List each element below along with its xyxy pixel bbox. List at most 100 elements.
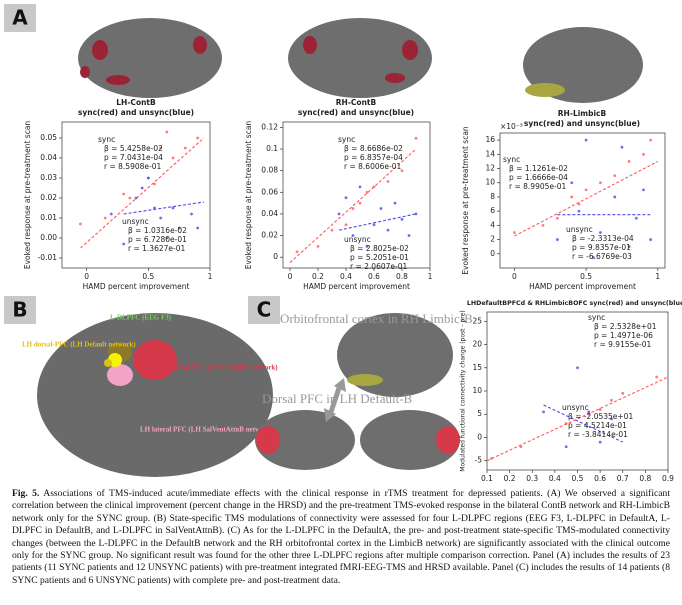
scatter-point: [610, 417, 613, 421]
stat-text: r = 8.5908e-01: [104, 162, 161, 171]
region-label: Orbitofrontal cortex in RH Limbic-B: [280, 311, 473, 326]
scatter-point: [109, 212, 113, 216]
y-tick-label: 14: [485, 149, 495, 158]
x-tick-label: 0.9: [662, 474, 674, 483]
scatter-point: [165, 130, 169, 134]
brain-lh: [78, 18, 222, 98]
scatter-point: [177, 226, 181, 230]
x-tick-label: 0.3: [526, 474, 538, 483]
y-tick-label: 0.04: [261, 209, 278, 218]
chart-title: LHDefaultBPFCd & RHLimbicBOFC sync(red) …: [467, 300, 682, 307]
x-tick-label: 0.8: [396, 272, 408, 281]
scatter-point: [122, 242, 126, 246]
y-axis-label: Evoked response at pre-treatment scan: [23, 121, 32, 270]
series-label: unsync: [344, 235, 371, 244]
scatter-point: [621, 391, 625, 395]
x-tick-label: 1: [655, 272, 660, 281]
chart-title: RH-LimbicB: [558, 109, 607, 118]
scatter-point: [642, 188, 645, 192]
x-tick-label: 0.8: [639, 474, 651, 483]
x-tick-label: 0.2: [504, 474, 516, 483]
series-label: sync: [98, 135, 115, 144]
plot-frame: [61, 121, 211, 269]
panel-label-box: [4, 4, 36, 32]
y-axis-label: Modulated functional connectivity change…: [460, 310, 467, 471]
stat-text: r = 1.3627e-01: [128, 244, 185, 253]
panel-label: C: [257, 298, 272, 322]
region-label: LH dorsal-PFC (LH Default network): [22, 341, 136, 349]
scatter-point: [599, 231, 602, 234]
region-label: LH lateral-PFC (LH-DefaultB network): [158, 364, 278, 372]
y-tick-label: 0.02: [261, 231, 278, 240]
caption-label: Fig. 5.: [12, 488, 40, 499]
brain-panel-b: [37, 313, 273, 477]
scatter-point: [386, 180, 390, 183]
scatter-point: [351, 234, 355, 237]
scatter-point: [613, 174, 617, 178]
scatter-point: [627, 160, 631, 163]
x-axis-label: HAMD percent improvement: [524, 484, 631, 485]
series-label: unsync: [562, 403, 589, 412]
scatter-point: [128, 196, 132, 200]
x-tick-label: 0: [288, 272, 293, 281]
scatter-point: [134, 196, 138, 200]
y-tick-label: 0.02: [40, 193, 57, 202]
scatter-point: [358, 201, 362, 205]
scatter-point: [159, 146, 163, 150]
scatter-point: [407, 234, 411, 237]
scatter-point: [103, 216, 107, 220]
scatter-point: [584, 138, 588, 142]
panel-label-box: [248, 296, 280, 324]
stat-text: p = 1.6666e-04: [509, 173, 568, 182]
stat-text: r = -6.6769e-03: [572, 252, 632, 261]
scatter-point: [519, 445, 523, 449]
stat-text: p = 6.8357e-04: [344, 153, 403, 162]
y-tick-label: 0: [273, 252, 278, 261]
scatter-point: [541, 223, 545, 227]
y-tick-label: 25: [472, 316, 482, 325]
scatter-point: [330, 228, 334, 232]
scatter-point: [79, 222, 82, 226]
series-label: sync: [338, 135, 355, 144]
x-tick-label: 0.4: [340, 272, 352, 281]
stat-text: β = 1.0316e-02: [128, 226, 187, 235]
stat-text: p = 5.2051e-01: [350, 253, 409, 262]
y-tick-label: 16: [485, 135, 495, 144]
x-tick-label: 0.6: [594, 474, 606, 483]
scatter-point: [171, 206, 175, 210]
x-tick-label: 0.5: [580, 272, 592, 281]
brain-panel-c: [255, 313, 460, 470]
axis-multiplier: ×10⁻³: [500, 122, 523, 131]
scatter-point: [190, 212, 193, 216]
scatter-point: [365, 190, 369, 194]
plot-frame: [499, 132, 666, 269]
plot-frame: [282, 121, 431, 269]
figure-caption: Fig. 5. Associations of TMS-induced acut…: [12, 488, 670, 587]
y-axis-label: Evoked response at pre-treatment scan: [244, 121, 253, 270]
x-tick-label: 1: [428, 272, 433, 281]
y-tick-label: 10: [485, 178, 495, 187]
region-label: L-DLPFC (EEG F3): [110, 314, 172, 322]
fit-line: [289, 148, 417, 264]
scatter-point: [620, 145, 624, 149]
scatter-point: [610, 398, 613, 402]
x-tick-label: 0.2: [312, 272, 324, 281]
y-tick-label: 2: [490, 235, 495, 244]
x-tick-label: 0.4: [549, 474, 561, 483]
y-tick-label: 15: [472, 363, 482, 372]
stat-text: r = 8.9905e-01: [509, 182, 566, 191]
y-tick-label: 0.01: [40, 213, 57, 222]
scatter-point: [570, 181, 574, 185]
x-tick-label: 0.5: [142, 272, 154, 281]
scatter-point: [577, 209, 581, 213]
x-tick-label: 0.1: [481, 474, 493, 483]
stat-text: r = 8.6006e-01: [344, 162, 401, 171]
figure: A B C L-DLPFC (EEG F3) LH dorsal-PFC (LH…: [4, 4, 682, 485]
stat-text: β = 5.4258e-02: [104, 144, 163, 153]
brain-rh: [288, 18, 432, 98]
y-tick-label: 0.08: [261, 166, 278, 175]
scatter-point: [655, 375, 659, 379]
scatter-point: [351, 207, 355, 210]
y-tick-label: 20: [472, 340, 482, 349]
